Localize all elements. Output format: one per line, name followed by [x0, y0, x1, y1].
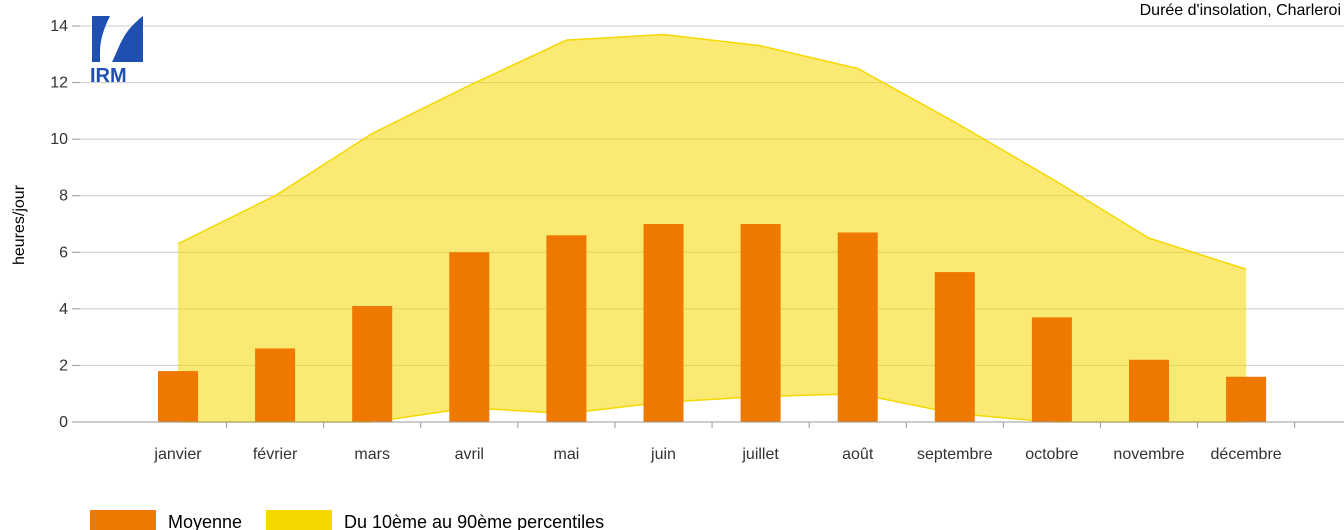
x-tick-label: octobre	[1025, 446, 1078, 463]
x-tick-label: janvier	[153, 446, 202, 463]
percentile-band	[178, 34, 1247, 422]
bar	[449, 252, 490, 422]
legend: Moyenne Du 10ème au 90ème percentiles	[90, 510, 604, 530]
bar	[837, 232, 878, 422]
bar	[546, 235, 587, 422]
x-tick-label: juin	[650, 446, 676, 463]
percentile-area	[177, 33, 1247, 423]
y-tick-label: 0	[59, 414, 68, 431]
bar	[1031, 317, 1072, 422]
bar	[740, 224, 781, 422]
legend-swatch-percentiles	[266, 510, 332, 530]
y-tick-label: 12	[50, 75, 68, 92]
x-tick-label: septembre	[917, 446, 993, 463]
y-tick-label: 2	[59, 357, 68, 374]
bar	[643, 224, 684, 422]
bar	[352, 306, 393, 422]
y-tick-label: 14	[50, 18, 68, 35]
x-tick-label: juillet	[741, 446, 779, 463]
percentile-upper-line	[177, 33, 1247, 270]
legend-swatch-moyenne	[90, 510, 156, 530]
legend-label-moyenne: Moyenne	[168, 512, 242, 530]
irm-logo-mark	[92, 16, 110, 62]
bar	[1129, 359, 1169, 422]
bar	[255, 348, 296, 422]
x-tick-label: novembre	[1113, 446, 1184, 463]
irm-logo: IRM	[90, 16, 143, 87]
y-tick-label: 4	[59, 301, 68, 318]
bars	[158, 224, 1267, 422]
x-tick-label: août	[842, 446, 874, 463]
y-tick-label: 6	[59, 244, 68, 261]
x-tick-label: décembre	[1211, 446, 1282, 463]
y-tick-label: 10	[50, 131, 68, 148]
x-tick-label: février	[253, 446, 298, 463]
bar	[158, 371, 198, 422]
x-tick-label: mars	[354, 446, 390, 463]
x-tick-label: avril	[455, 446, 484, 463]
bar	[1226, 376, 1267, 422]
y-tick-label: 8	[59, 188, 68, 205]
irm-logo-text: IRM	[90, 65, 127, 87]
legend-label-percentiles: Du 10ème au 90ème percentiles	[344, 512, 604, 530]
axes: 0 2 4 6 8 10 12 14 janvier février mars avril mai jui…	[50, 18, 1344, 463]
chart-title: Durée d'insolation, Charleroi	[1140, 2, 1341, 19]
x-tick-label: mai	[554, 446, 580, 463]
irm-logo-mark-right	[112, 16, 143, 62]
bar	[934, 272, 975, 422]
y-axis-title: heures/jour	[11, 184, 28, 265]
